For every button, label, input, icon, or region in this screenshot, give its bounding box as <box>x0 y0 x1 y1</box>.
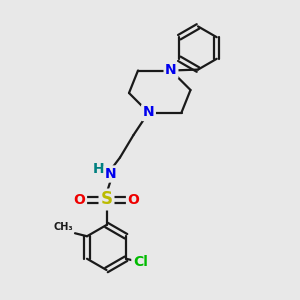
Text: CH₃: CH₃ <box>53 222 73 232</box>
Text: H: H <box>93 162 104 176</box>
Text: N: N <box>165 64 177 77</box>
Text: N: N <box>143 106 154 119</box>
Text: S: S <box>100 190 112 208</box>
Text: Cl: Cl <box>133 255 148 269</box>
Text: O: O <box>74 193 86 206</box>
Text: O: O <box>128 193 140 206</box>
Text: N: N <box>105 167 117 181</box>
